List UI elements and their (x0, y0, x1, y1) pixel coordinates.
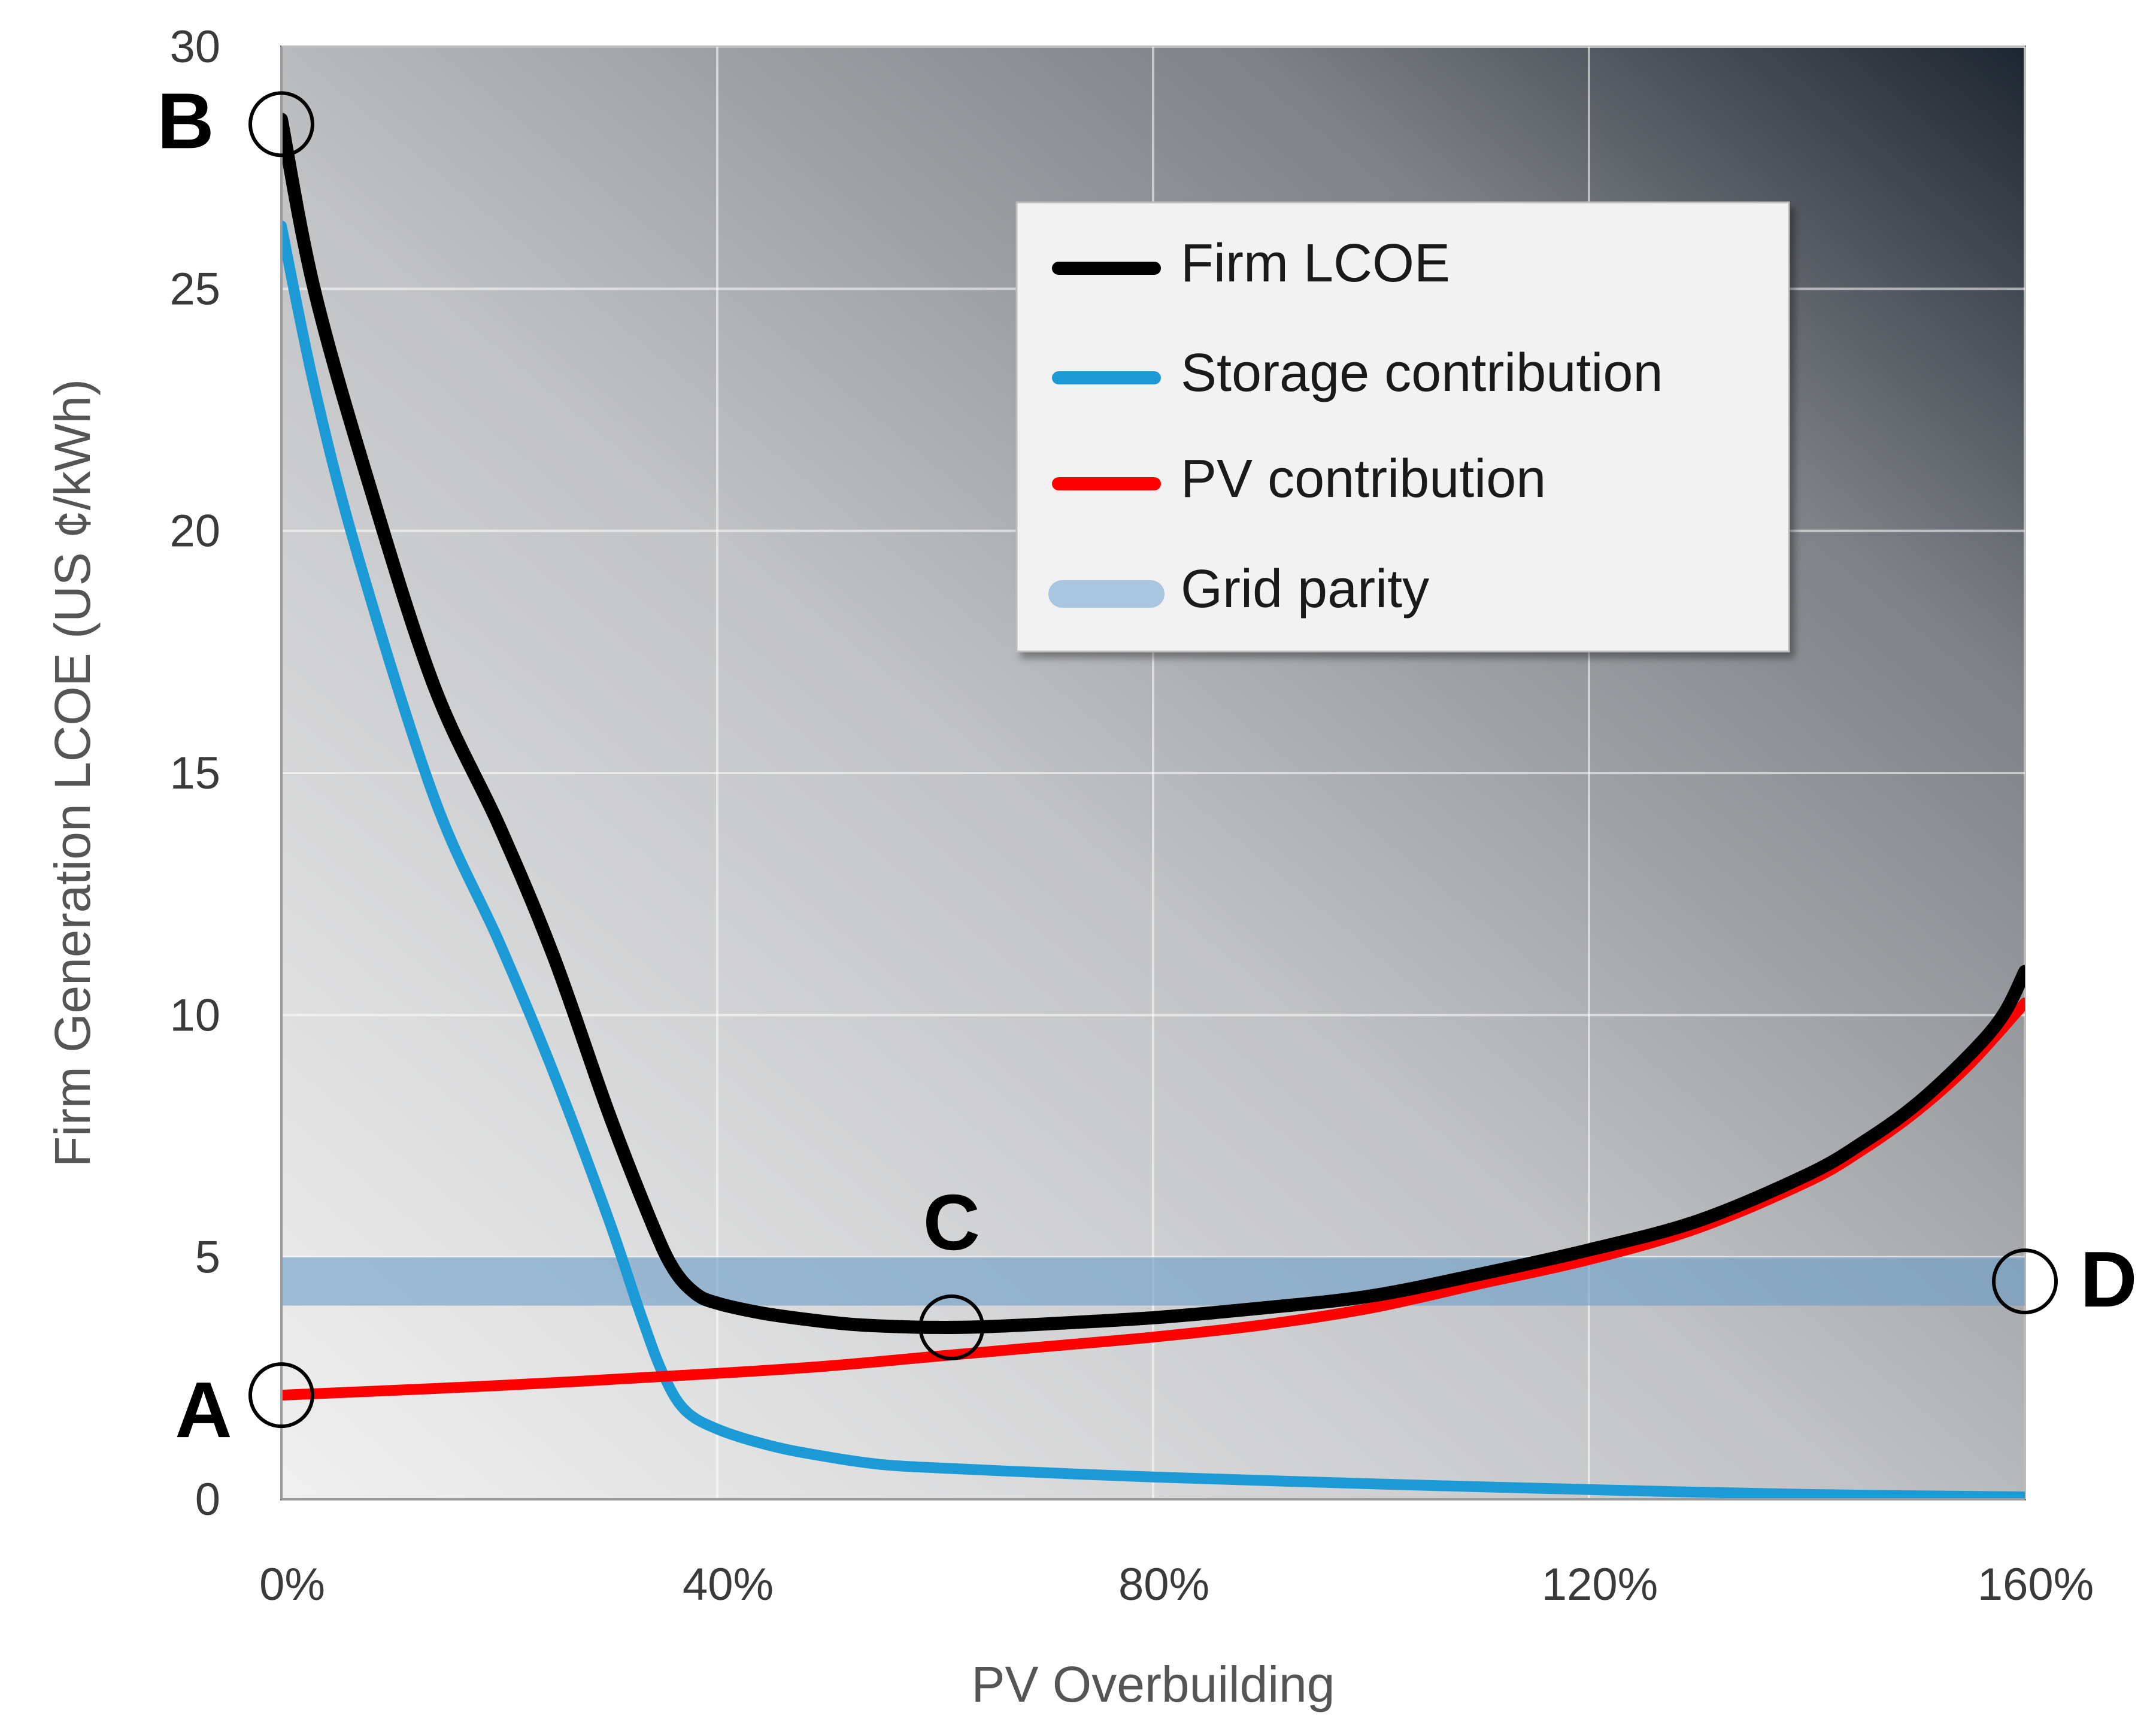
legend-label-firm-lcoe: Firm LCOE (1181, 234, 1450, 293)
marker-circle-b (248, 91, 314, 157)
y-tick-label-4: 20 (169, 506, 220, 557)
marker-label-d: D (2080, 1235, 2137, 1323)
marker-label-b: B (157, 77, 214, 165)
y-tick-label-5: 25 (169, 263, 220, 314)
marker-circle-a (248, 1362, 314, 1429)
annotation-markers: A B C D (157, 77, 2137, 1454)
x-tick-label-1: 40% (683, 1559, 774, 1610)
y-tick-label-0: 0 (195, 1474, 220, 1525)
y-tick-labels: 0 5 10 15 20 25 30 (169, 22, 220, 1525)
grid-parity-band (281, 1257, 2025, 1306)
x-tick-label-2: 80% (1118, 1559, 1209, 1610)
y-axis-title: Firm Generation LCOE (US ¢/kWh) (44, 379, 101, 1167)
marker-label-c: C (923, 1178, 980, 1266)
x-tick-label-0: 0% (259, 1559, 325, 1610)
legend-label-storage-contribution: Storage contribution (1181, 343, 1663, 403)
legend-label-grid-parity: Grid parity (1181, 559, 1429, 619)
x-tick-label-4: 160% (1978, 1559, 2094, 1610)
y-tick-label-2: 10 (169, 990, 220, 1041)
marker-label-a: A (175, 1366, 232, 1454)
series-line-storage-contribution (281, 220, 2025, 1499)
y-tick-label-1: 5 (195, 1232, 220, 1283)
legend-label-pv-contribution: PV contribution (1181, 449, 1546, 509)
series-line-firm-lcoe (281, 113, 2025, 1335)
y-tick-label-3: 15 (169, 748, 220, 799)
x-tick-label-3: 120% (1542, 1559, 1658, 1610)
legend-box (1015, 201, 1790, 653)
y-tick-label-6: 30 (169, 22, 220, 72)
x-tick-labels: 0% 40% 80% 120% 160% (259, 1559, 2094, 1610)
marker-circle-c (918, 1294, 985, 1360)
legend: Firm LCOE Storage contribution PV contri… (1015, 201, 1790, 653)
series-layer (281, 113, 2025, 1499)
grid-parity-layer (281, 1257, 2025, 1306)
x-axis-title: PV Overbuilding (972, 1656, 1335, 1712)
marker-circle-d (1992, 1248, 2058, 1315)
